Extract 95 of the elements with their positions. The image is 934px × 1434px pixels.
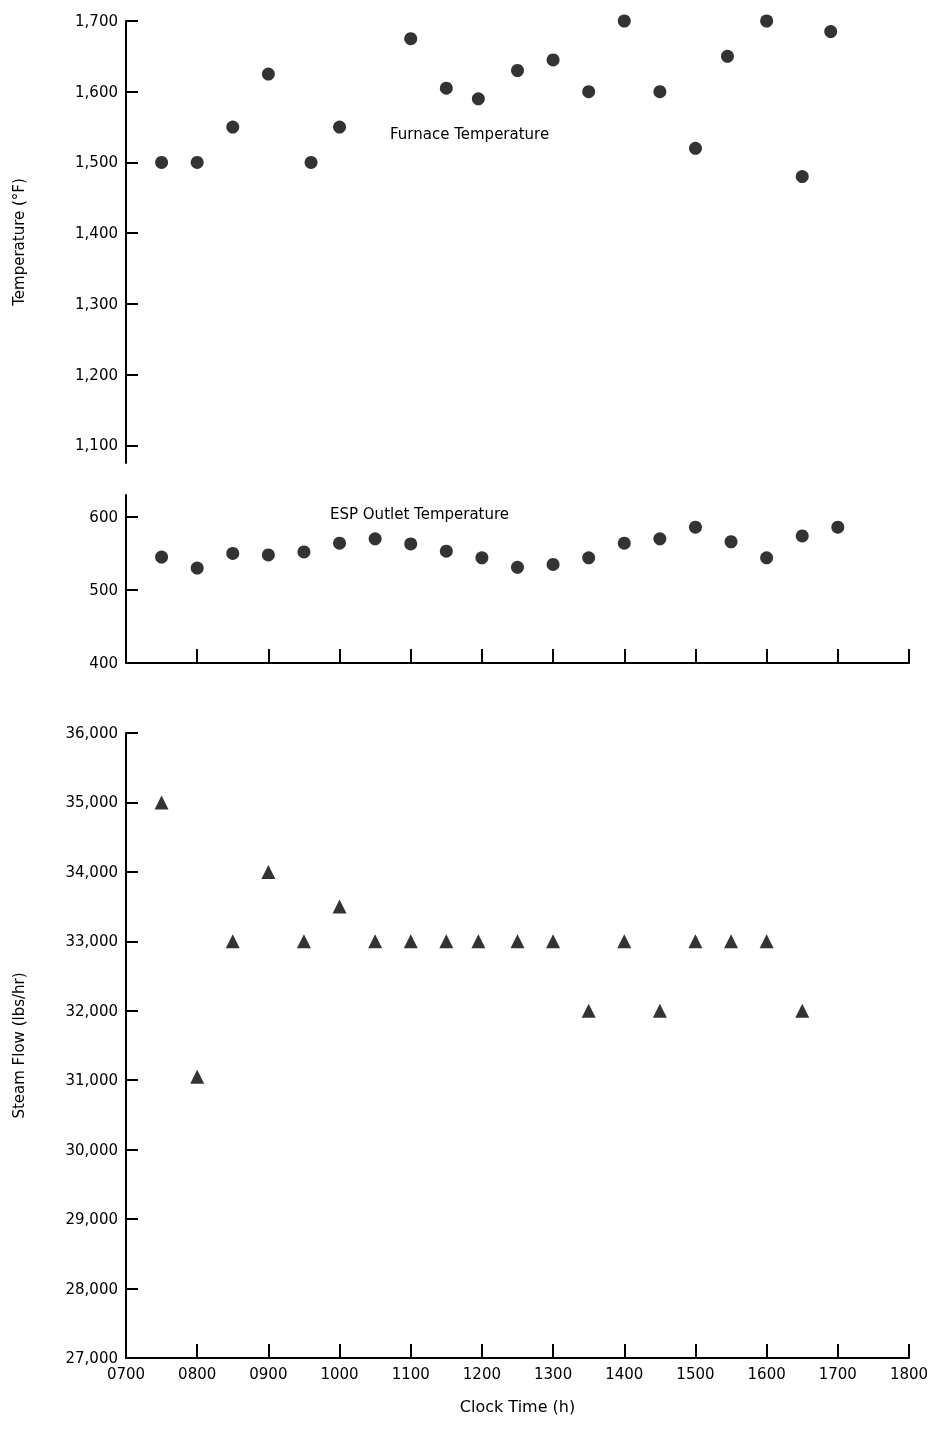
point [617,536,631,550]
y-tick-label: 35,000 [65,793,118,812]
point [304,155,318,169]
point [439,81,453,95]
point [439,934,454,949]
point [795,529,809,543]
y-tick-label: 1,700 [75,12,118,30]
y-tick-label: 36,000 [65,724,118,742]
point [760,551,774,565]
point [226,120,240,134]
y-tick-label: 1,200 [75,365,118,384]
point [190,561,204,575]
point [546,557,560,571]
y-tick-label: 28,000 [65,1279,118,1298]
point [617,934,632,949]
point [261,864,276,879]
x-tick-label: 1800 [889,1364,929,1383]
point [475,551,489,565]
point [652,1003,667,1018]
point [831,520,845,534]
x-tick-label: 1300 [534,1364,573,1383]
point [333,536,347,550]
point [368,934,383,949]
point [511,64,524,77]
x-tick-label: 0700 [106,1364,146,1383]
y-tick-label: 1,100 [75,436,118,455]
y-tick-label: 34,000 [65,862,118,881]
point [724,535,738,549]
point [721,49,734,63]
point [155,550,169,564]
y-tick-label: 30,000 [65,1140,118,1159]
point [226,546,240,560]
point [724,934,739,949]
point [760,14,774,28]
point [439,544,453,558]
point [546,934,561,949]
point [688,520,702,534]
point [190,1069,205,1084]
point [225,934,240,949]
point [332,899,347,914]
y-axis-title: Steam Flow (lbs/hr) [9,972,28,1119]
y-tick-label: 32,000 [65,1001,118,1020]
point [368,532,382,546]
series-label: ESP Outlet Temperature [330,504,510,523]
point [617,14,631,28]
point [403,934,418,949]
x-tick-label: 1200 [462,1364,501,1383]
point [154,795,169,810]
x-tick-label: 0800 [178,1364,217,1383]
y-tick-label: 1,600 [75,82,118,101]
point [404,537,418,551]
series-label: Furnace Temperature [390,124,550,143]
x-tick-label: 1400 [605,1364,644,1383]
point [297,545,311,559]
y-tick-label: 1,300 [75,294,118,313]
y-tick-label: 29,000 [65,1210,118,1229]
x-tick-label: 1100 [391,1364,430,1383]
y-tick-label: 600 [89,507,118,526]
y-tick-label: 400 [89,654,118,672]
point [333,120,347,134]
point [653,85,667,99]
x-tick-label: 1000 [320,1364,359,1383]
y-tick-label: 31,000 [65,1071,118,1090]
point [510,934,525,949]
point [653,532,667,546]
point [688,934,703,949]
y-tick-label: 1,500 [75,153,118,172]
point [471,934,486,949]
y-tick-label: 27,000 [65,1349,118,1367]
y-tick-label: 1,400 [75,224,118,243]
y-axis-title: Temperature (°F) [9,178,28,307]
point [795,170,809,184]
x-tick-label: 1700 [818,1364,857,1383]
x-tick-label: 1600 [747,1364,786,1383]
point [795,1003,810,1018]
point [261,548,275,562]
point [296,934,311,949]
point [511,560,524,574]
point [190,155,204,169]
point [155,155,169,169]
point [261,67,275,81]
y-tick-label: 500 [89,580,118,599]
x-tick-label: 1500 [676,1364,715,1383]
point [582,85,596,99]
point [546,53,560,67]
point [582,551,596,565]
y-tick-label: 33,000 [65,932,118,951]
point [581,1003,596,1018]
point [759,934,774,949]
x-tick-label: 0900 [249,1364,288,1383]
point [824,25,838,39]
point [471,92,485,106]
point [404,32,418,46]
point [688,141,702,155]
x-axis-title: Clock Time (h) [459,1396,576,1416]
